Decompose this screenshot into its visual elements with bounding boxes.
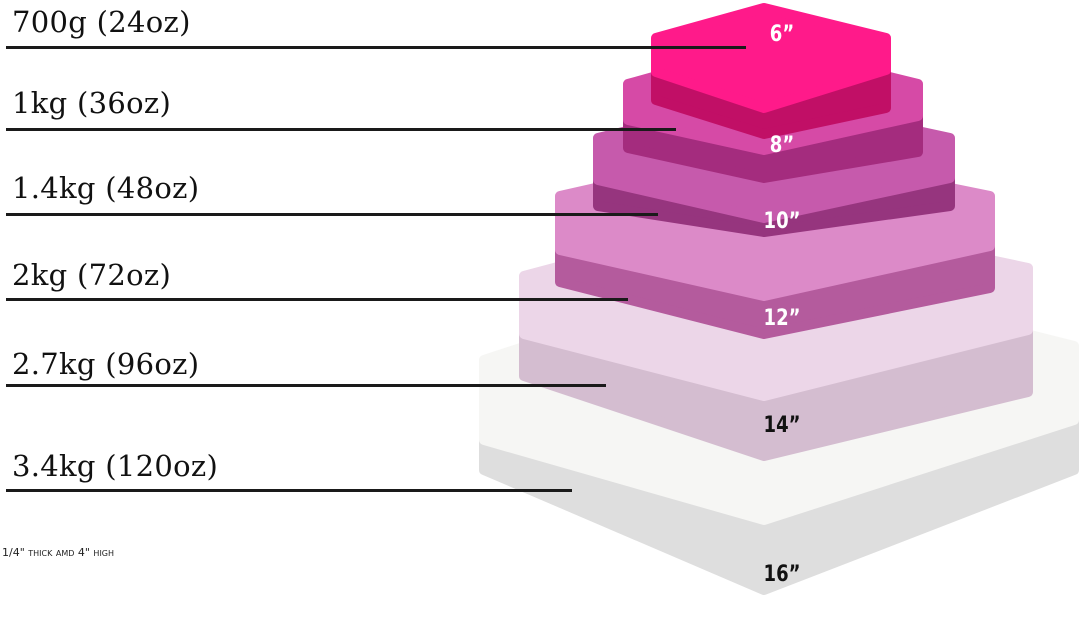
thickness-note: 1/4" thick amd 4" high <box>2 546 115 559</box>
leader-line-8in <box>6 128 676 131</box>
tier-6in <box>651 3 891 139</box>
leader-line-16in <box>6 489 572 492</box>
size-label-10in: 10” <box>763 209 801 234</box>
weight-label-8in: 1kg (36oz) <box>12 86 172 120</box>
size-label-12in: 12” <box>763 306 801 331</box>
leader-line-14in <box>6 384 606 387</box>
size-label-8in: 8” <box>769 133 795 158</box>
weight-label-10in: 1.4kg (48oz) <box>12 171 200 205</box>
leader-line-12in <box>6 298 628 301</box>
size-label-6in: 6” <box>769 22 795 47</box>
leader-line-10in <box>6 213 658 216</box>
weight-label-14in: 2.7kg (96oz) <box>12 347 200 381</box>
weight-label-6in: 700g (24oz) <box>12 5 191 39</box>
weight-label-12in: 2kg (72oz) <box>12 258 172 292</box>
leader-line-6in <box>6 46 746 49</box>
weight-label-16in: 3.4kg (120oz) <box>12 449 219 483</box>
tier-6in-top <box>651 3 891 113</box>
size-label-16in: 16” <box>763 562 801 587</box>
size-label-14in: 14” <box>763 413 801 438</box>
